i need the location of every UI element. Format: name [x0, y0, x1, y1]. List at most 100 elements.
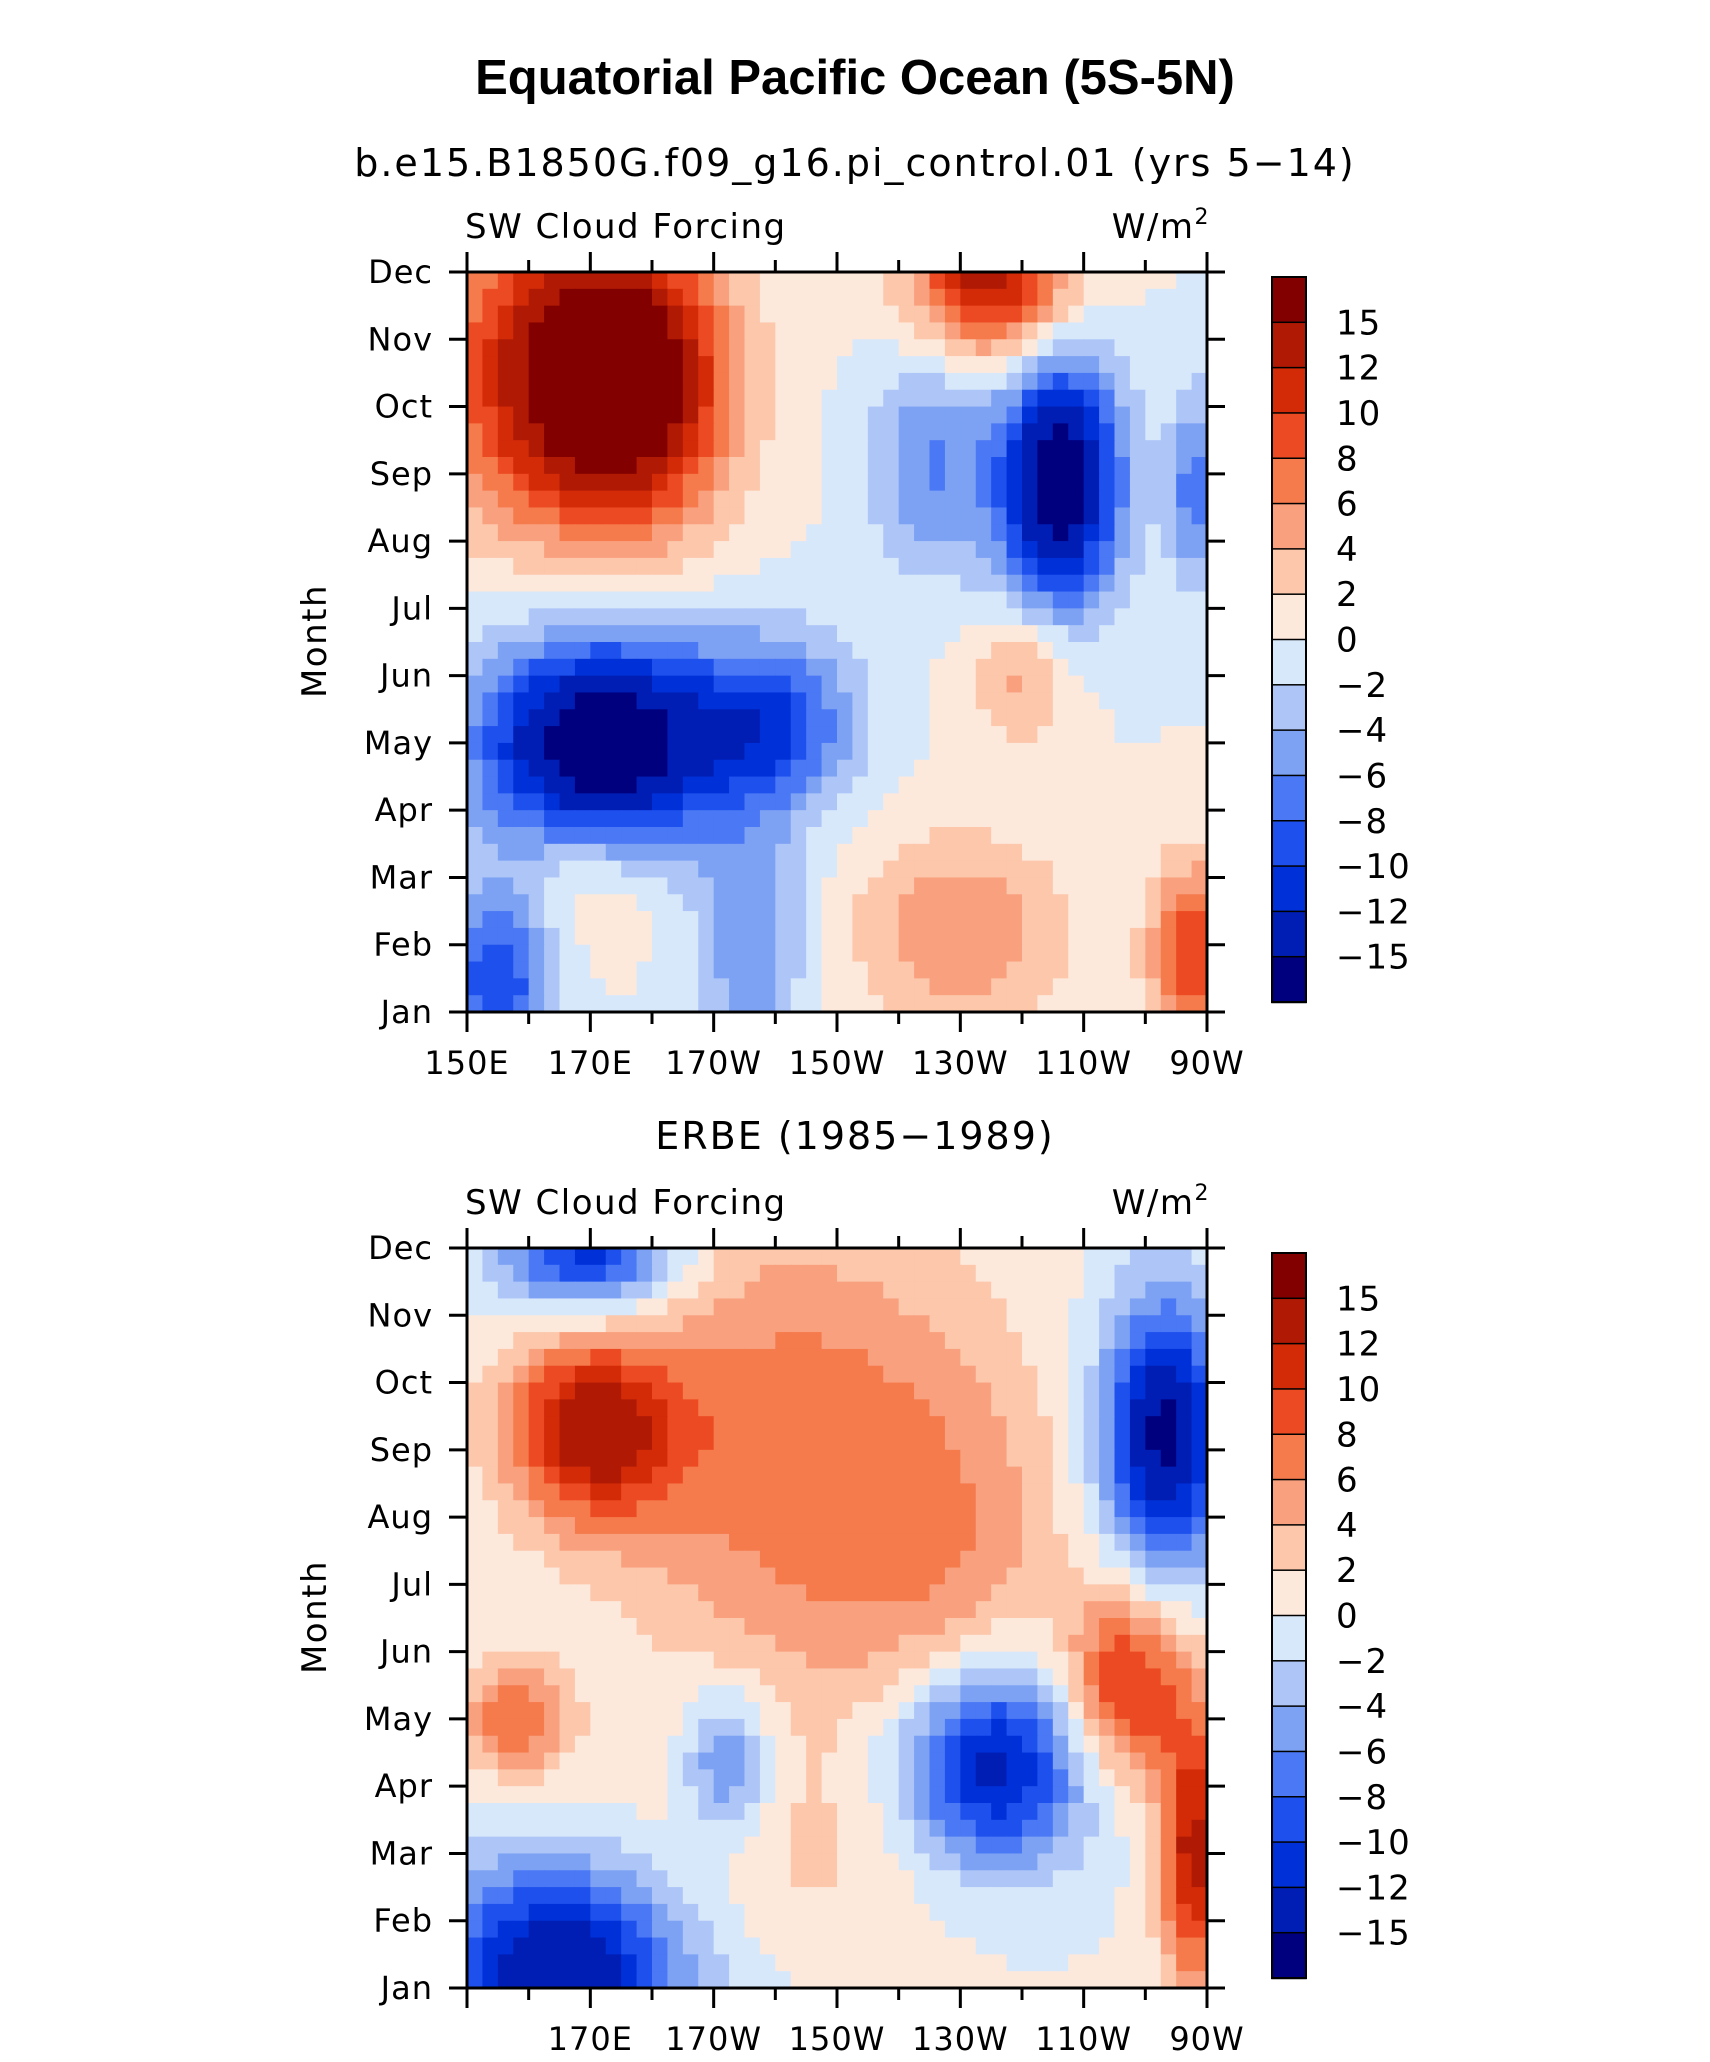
heatmap-cell — [837, 1668, 854, 1686]
heatmap-cell — [914, 1920, 931, 1939]
heatmap-cell — [1083, 1449, 1100, 1468]
heatmap-cell — [574, 1803, 591, 1821]
heatmap-cell — [821, 423, 838, 441]
heatmap-cell — [1145, 927, 1162, 946]
heatmap-cell — [621, 642, 638, 660]
heatmap-cell — [667, 894, 684, 912]
colorbar-label: −12 — [1336, 892, 1411, 932]
heatmap-cell — [682, 827, 699, 845]
heatmap-cell — [898, 1971, 915, 1989]
heatmap-cell — [482, 1786, 499, 1804]
heatmap-cell — [914, 843, 931, 862]
heatmap-cell — [682, 1870, 699, 1888]
heatmap-cell — [497, 1769, 514, 1787]
heatmap-cell — [1052, 911, 1069, 929]
heatmap-cell — [574, 1298, 591, 1316]
heatmap-cell — [944, 1735, 961, 1754]
heatmap-cell — [574, 406, 591, 424]
heatmap-cell — [513, 1584, 530, 1602]
heatmap-cell — [1037, 1399, 1054, 1417]
heatmap-cell — [914, 557, 931, 576]
heatmap-cell — [790, 1248, 807, 1266]
heatmap-cell — [1083, 742, 1100, 761]
heatmap-cell — [513, 894, 530, 912]
heatmap-cell — [991, 557, 1008, 576]
heatmap-cell — [837, 557, 854, 576]
heatmap-cell — [574, 776, 591, 794]
heatmap-cell — [883, 440, 900, 458]
heatmap-cell — [729, 490, 746, 509]
heatmap-cell — [1129, 961, 1146, 979]
y-tick-label: Feb — [373, 926, 433, 964]
heatmap-cell — [1191, 894, 1208, 912]
heatmap-cell — [960, 894, 977, 912]
heatmap-cell — [929, 473, 946, 492]
heatmap-cell — [528, 1264, 545, 1283]
heatmap-cell — [698, 709, 715, 727]
heatmap-cell — [528, 1584, 545, 1602]
heatmap-cell — [837, 793, 854, 811]
heatmap-cell — [621, 944, 638, 963]
heatmap-cell — [883, 1248, 900, 1266]
heatmap-cell — [898, 927, 915, 946]
heatmap-cell — [605, 372, 622, 391]
heatmap-cell — [759, 843, 776, 862]
heatmap-cell — [1068, 1735, 1085, 1754]
heatmap-cell — [775, 541, 792, 559]
heatmap-cell — [574, 490, 591, 509]
heatmap-cell — [867, 457, 884, 475]
heatmap-cell — [1099, 1281, 1116, 1300]
heatmap-cell — [605, 1365, 622, 1384]
heatmap-cell — [852, 692, 869, 710]
heatmap-cell — [898, 1685, 915, 1703]
heatmap-cell — [729, 507, 746, 525]
heatmap-cell — [944, 1685, 961, 1703]
heatmap-cell — [944, 759, 961, 778]
heatmap-cell — [497, 356, 514, 374]
heatmap-cell — [1160, 1365, 1177, 1384]
colorbars: 15121086420−2−4−6−8−10−12−1515121086420−… — [1271, 276, 1411, 1980]
colorbar-label: 12 — [1336, 1325, 1381, 1365]
heatmap-cell — [667, 1819, 684, 1838]
heatmap-cell — [605, 1920, 622, 1939]
heatmap-cell — [1145, 709, 1162, 727]
heatmap-cell — [975, 642, 992, 660]
heatmap-cell — [636, 1584, 653, 1602]
heatmap-cell — [590, 1416, 607, 1434]
heatmap-cell — [713, 742, 730, 761]
heatmap-cell — [837, 1315, 854, 1333]
heatmap-cell — [1145, 457, 1162, 475]
y-tick-label: Dec — [368, 253, 433, 291]
heatmap-cell — [975, 1550, 992, 1569]
heatmap-cell — [775, 726, 792, 744]
heatmap-cell — [605, 1399, 622, 1417]
heatmap-cell — [482, 1853, 499, 1871]
heatmap-cell — [1022, 1517, 1039, 1535]
heatmap-cell — [1160, 1735, 1177, 1754]
heatmap-cell — [467, 1533, 484, 1552]
heatmap-cell — [544, 793, 561, 811]
heatmap-cell — [883, 1298, 900, 1316]
heatmap-cell — [991, 1533, 1008, 1552]
heatmap-cell — [698, 1920, 715, 1939]
heatmap-cell — [590, 675, 607, 694]
heatmap-cell — [528, 557, 545, 576]
heatmap-cell — [544, 675, 561, 694]
heatmap-cell — [790, 1836, 807, 1855]
heatmap-cell — [682, 1668, 699, 1686]
heatmap-cell — [482, 1601, 499, 1619]
heatmap-cell — [867, 1533, 884, 1552]
heatmap-cell — [1129, 1870, 1146, 1888]
heatmap-cell — [914, 1416, 931, 1434]
heatmap-cell — [1191, 911, 1208, 929]
heatmap-cell — [759, 742, 776, 761]
heatmap-cell — [605, 1483, 622, 1501]
heatmap-cell — [682, 961, 699, 979]
heatmap-cell — [482, 591, 499, 609]
heatmap-cell — [590, 1567, 607, 1585]
heatmap-cell — [467, 457, 484, 475]
heatmap-cell — [497, 272, 514, 290]
colorbar-label: −4 — [1336, 711, 1388, 751]
heatmap-cell — [944, 1819, 961, 1838]
heatmap-cell — [482, 322, 499, 340]
